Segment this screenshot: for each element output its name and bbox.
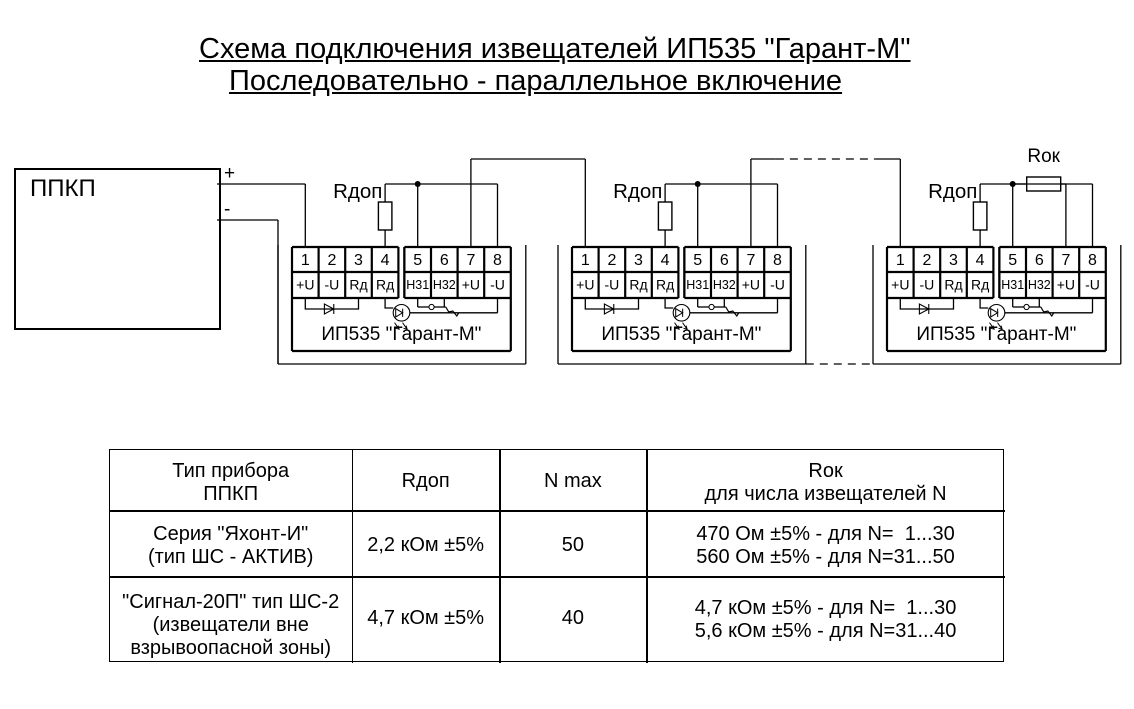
- svg-text:-U: -U: [325, 277, 340, 293]
- svg-text:7: 7: [746, 252, 755, 269]
- svg-text:Н31: Н31: [406, 278, 429, 292]
- svg-text:4: 4: [976, 252, 985, 269]
- svg-text:5: 5: [413, 252, 422, 269]
- svg-text:Н31: Н31: [1001, 278, 1024, 292]
- svg-text:Rдоп: Rдоп: [928, 180, 977, 203]
- svg-text:Rд: Rд: [944, 277, 962, 293]
- svg-text:ИП535 "Гарант-М": ИП535 "Гарант-М": [601, 324, 761, 345]
- svg-text:8: 8: [1088, 252, 1097, 269]
- svg-text:5: 5: [693, 252, 702, 269]
- svg-text:+U: +U: [576, 277, 594, 293]
- svg-text:3: 3: [634, 252, 643, 269]
- svg-text:6: 6: [720, 252, 729, 269]
- svg-text:Rд: Rд: [629, 277, 647, 293]
- svg-text:-U: -U: [920, 277, 935, 293]
- svg-text:7: 7: [1061, 252, 1070, 269]
- svg-text:8: 8: [773, 252, 782, 269]
- svg-text:+U: +U: [742, 277, 760, 293]
- svg-text:Н32: Н32: [713, 278, 736, 292]
- svg-text:Н32: Н32: [1028, 278, 1051, 292]
- svg-text:3: 3: [949, 252, 958, 269]
- svg-text:Rд: Rд: [349, 277, 367, 293]
- svg-text:Rд: Rд: [971, 277, 989, 293]
- svg-text:+U: +U: [891, 277, 909, 293]
- svg-text:-U: -U: [605, 277, 620, 293]
- svg-text:+U: +U: [1057, 277, 1075, 293]
- svg-text:2: 2: [922, 252, 931, 269]
- svg-text:1: 1: [301, 252, 310, 269]
- svg-text:Rдоп: Rдоп: [613, 180, 662, 203]
- svg-text:6: 6: [1035, 252, 1044, 269]
- svg-text:+U: +U: [296, 277, 314, 293]
- svg-text:ИП535 "Гарант-М": ИП535 "Гарант-М": [321, 324, 481, 345]
- svg-text:5: 5: [1008, 252, 1017, 269]
- svg-text:-U: -U: [1085, 277, 1100, 293]
- svg-text:3: 3: [354, 252, 363, 269]
- svg-text:4: 4: [381, 252, 390, 269]
- svg-text:ИП535 "Гарант-М": ИП535 "Гарант-М": [916, 324, 1076, 345]
- svg-text:Rок: Rок: [1027, 146, 1060, 167]
- svg-text:6: 6: [440, 252, 449, 269]
- svg-text:1: 1: [896, 252, 905, 269]
- svg-text:2: 2: [327, 252, 336, 269]
- svg-text:4: 4: [661, 252, 670, 269]
- svg-text:2: 2: [607, 252, 616, 269]
- svg-text:Rд: Rд: [656, 277, 674, 293]
- svg-text:Н32: Н32: [433, 278, 456, 292]
- svg-text:-U: -U: [490, 277, 505, 293]
- svg-text:1: 1: [581, 252, 590, 269]
- svg-text:7: 7: [466, 252, 475, 269]
- svg-text:Rдоп: Rдоп: [333, 180, 382, 203]
- svg-text:-U: -U: [770, 277, 785, 293]
- svg-text:Rд: Rд: [376, 277, 394, 293]
- svg-text:Н31: Н31: [686, 278, 709, 292]
- svg-text:+U: +U: [462, 277, 480, 293]
- svg-text:8: 8: [493, 252, 502, 269]
